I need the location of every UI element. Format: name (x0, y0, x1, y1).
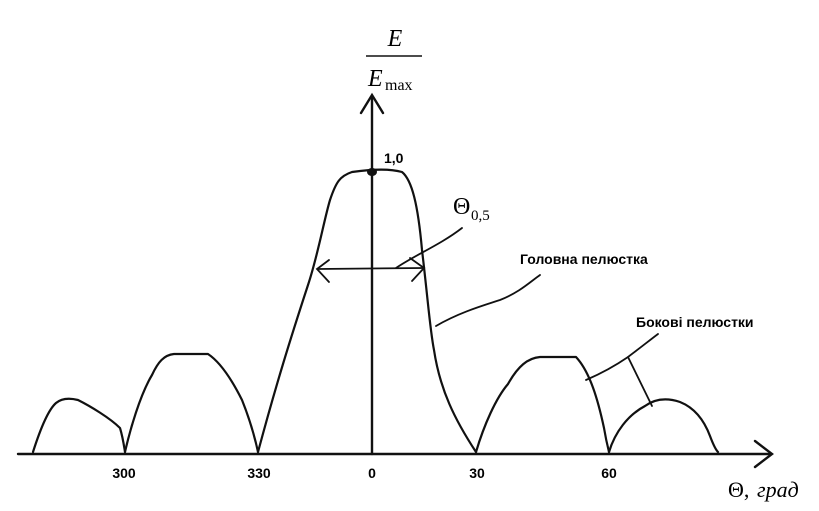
side-lobe-right-1 (474, 355, 611, 454)
x-axis-label-symbol: Θ, (728, 477, 749, 502)
side-lobe-left-1 (31, 397, 127, 454)
beamwidth-arrowhead-left (315, 259, 330, 283)
y-axis-label-numerator: E (387, 26, 403, 52)
x-axis-arrowhead (753, 439, 774, 469)
x-tick-label: 330 (247, 465, 271, 481)
side-lobes-leader-line (585, 333, 659, 381)
beamwidth-subscript: 0,5 (471, 208, 490, 224)
x-tick-label: 300 (112, 465, 136, 481)
beamwidth-arrow-line (317, 267, 425, 270)
y-axis-label-denominator: E (367, 66, 383, 92)
side-lobe-right-2 (607, 398, 720, 454)
y-axis-label-denominator-subscript: max (385, 77, 413, 94)
main-lobe-leader-line (435, 274, 541, 327)
beamwidth-symbol: Θ (453, 194, 470, 220)
side-lobes-leader-branch (627, 356, 653, 407)
beamwidth-arrowhead-right (409, 257, 426, 282)
main-lobe-annotation: Головна пелюстка (520, 251, 648, 267)
peak-label: 1,0 (384, 150, 404, 166)
x-tick-label: 60 (601, 465, 617, 481)
x-tick-label: 30 (469, 465, 485, 481)
peak-point (367, 168, 377, 176)
x-axis-label-unit: град (757, 477, 799, 502)
side-lobes-annotation: Бокові пелюстки (636, 314, 754, 330)
beamwidth-leader-line (395, 227, 463, 269)
x-tick-label: 0 (368, 465, 376, 481)
main-lobe-curve (256, 168, 478, 454)
side-lobe-left-2 (123, 352, 260, 454)
y-axis-arrowhead (359, 92, 385, 115)
